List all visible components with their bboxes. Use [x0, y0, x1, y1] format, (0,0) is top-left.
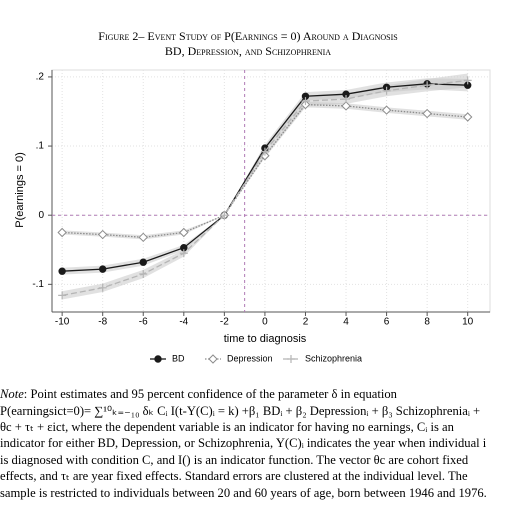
- title-line: Figure 2– Event Study of P(Earnings = 0)…: [98, 29, 397, 43]
- y-axis-title: P(earnings = 0): [14, 152, 26, 228]
- note-line: is diagnosed with condition C, and I() i…: [0, 453, 469, 467]
- point: [179, 249, 188, 258]
- title-line: BD, Depression, and Schizophrenia: [165, 44, 331, 58]
- point: [220, 211, 229, 220]
- point: [139, 269, 148, 278]
- note-line: indicator for either BD, Depression, or …: [0, 436, 487, 450]
- point: [462, 112, 473, 122]
- note-label: Note: [0, 387, 24, 401]
- point: [463, 76, 472, 85]
- legend-label: Depression: [227, 353, 273, 363]
- y-tick-label: .1: [36, 141, 45, 152]
- point: [341, 101, 351, 111]
- legend-marker: [287, 355, 295, 363]
- point: [138, 232, 148, 243]
- point: [97, 229, 108, 240]
- point: [422, 108, 432, 119]
- y-tick-label: 0: [38, 210, 44, 221]
- point: [58, 291, 67, 300]
- legend-marker: [154, 355, 162, 363]
- point: [382, 86, 391, 95]
- x-axis-title: time to diagnosis: [224, 333, 307, 345]
- legend-marker: [208, 354, 218, 364]
- x-tick-label: 4: [343, 317, 349, 328]
- note-line: θc + τₜ + εict, where the dependent vari…: [0, 420, 455, 434]
- x-tick-label: 6: [384, 317, 390, 328]
- x-tick-label: -6: [139, 317, 148, 328]
- x-tick-label: -8: [98, 317, 107, 328]
- point: [381, 105, 392, 115]
- point: [57, 227, 67, 238]
- point: [139, 258, 147, 266]
- x-tick-label: -10: [55, 317, 70, 328]
- legend-label: Schizophrenia: [305, 353, 362, 363]
- y-tick-label: .2: [36, 72, 45, 83]
- x-tick-label: 2: [303, 317, 309, 328]
- point: [260, 147, 269, 156]
- x-tick-label: 8: [424, 317, 430, 328]
- point: [98, 283, 107, 292]
- point: [58, 267, 66, 275]
- note-line: sample is restricted to individuals betw…: [0, 486, 487, 500]
- point: [301, 97, 310, 106]
- x-tick-label: 0: [262, 317, 268, 328]
- note-text: : Point estimates and 95 percent confide…: [24, 387, 398, 401]
- point: [342, 95, 351, 104]
- x-tick-label: -4: [179, 317, 188, 328]
- x-tick-label: 10: [462, 317, 474, 328]
- note-line: P(earningsict=0)= ∑¹⁰ₖ₌₋₁₀ δₖ Cᵢ I(t-Y(C…: [0, 404, 480, 418]
- legend-label: BD: [172, 353, 185, 363]
- note-line: effects, and τₜ are year fixed effects. …: [0, 469, 468, 483]
- point: [98, 265, 107, 273]
- point: [423, 81, 432, 90]
- note-line: Note: Point estimates and 95 percent con…: [0, 387, 398, 401]
- y-tick-label: -.1: [32, 279, 44, 290]
- x-tick-label: -2: [220, 317, 229, 328]
- point: [179, 227, 189, 238]
- plot-area: [51, 69, 491, 313]
